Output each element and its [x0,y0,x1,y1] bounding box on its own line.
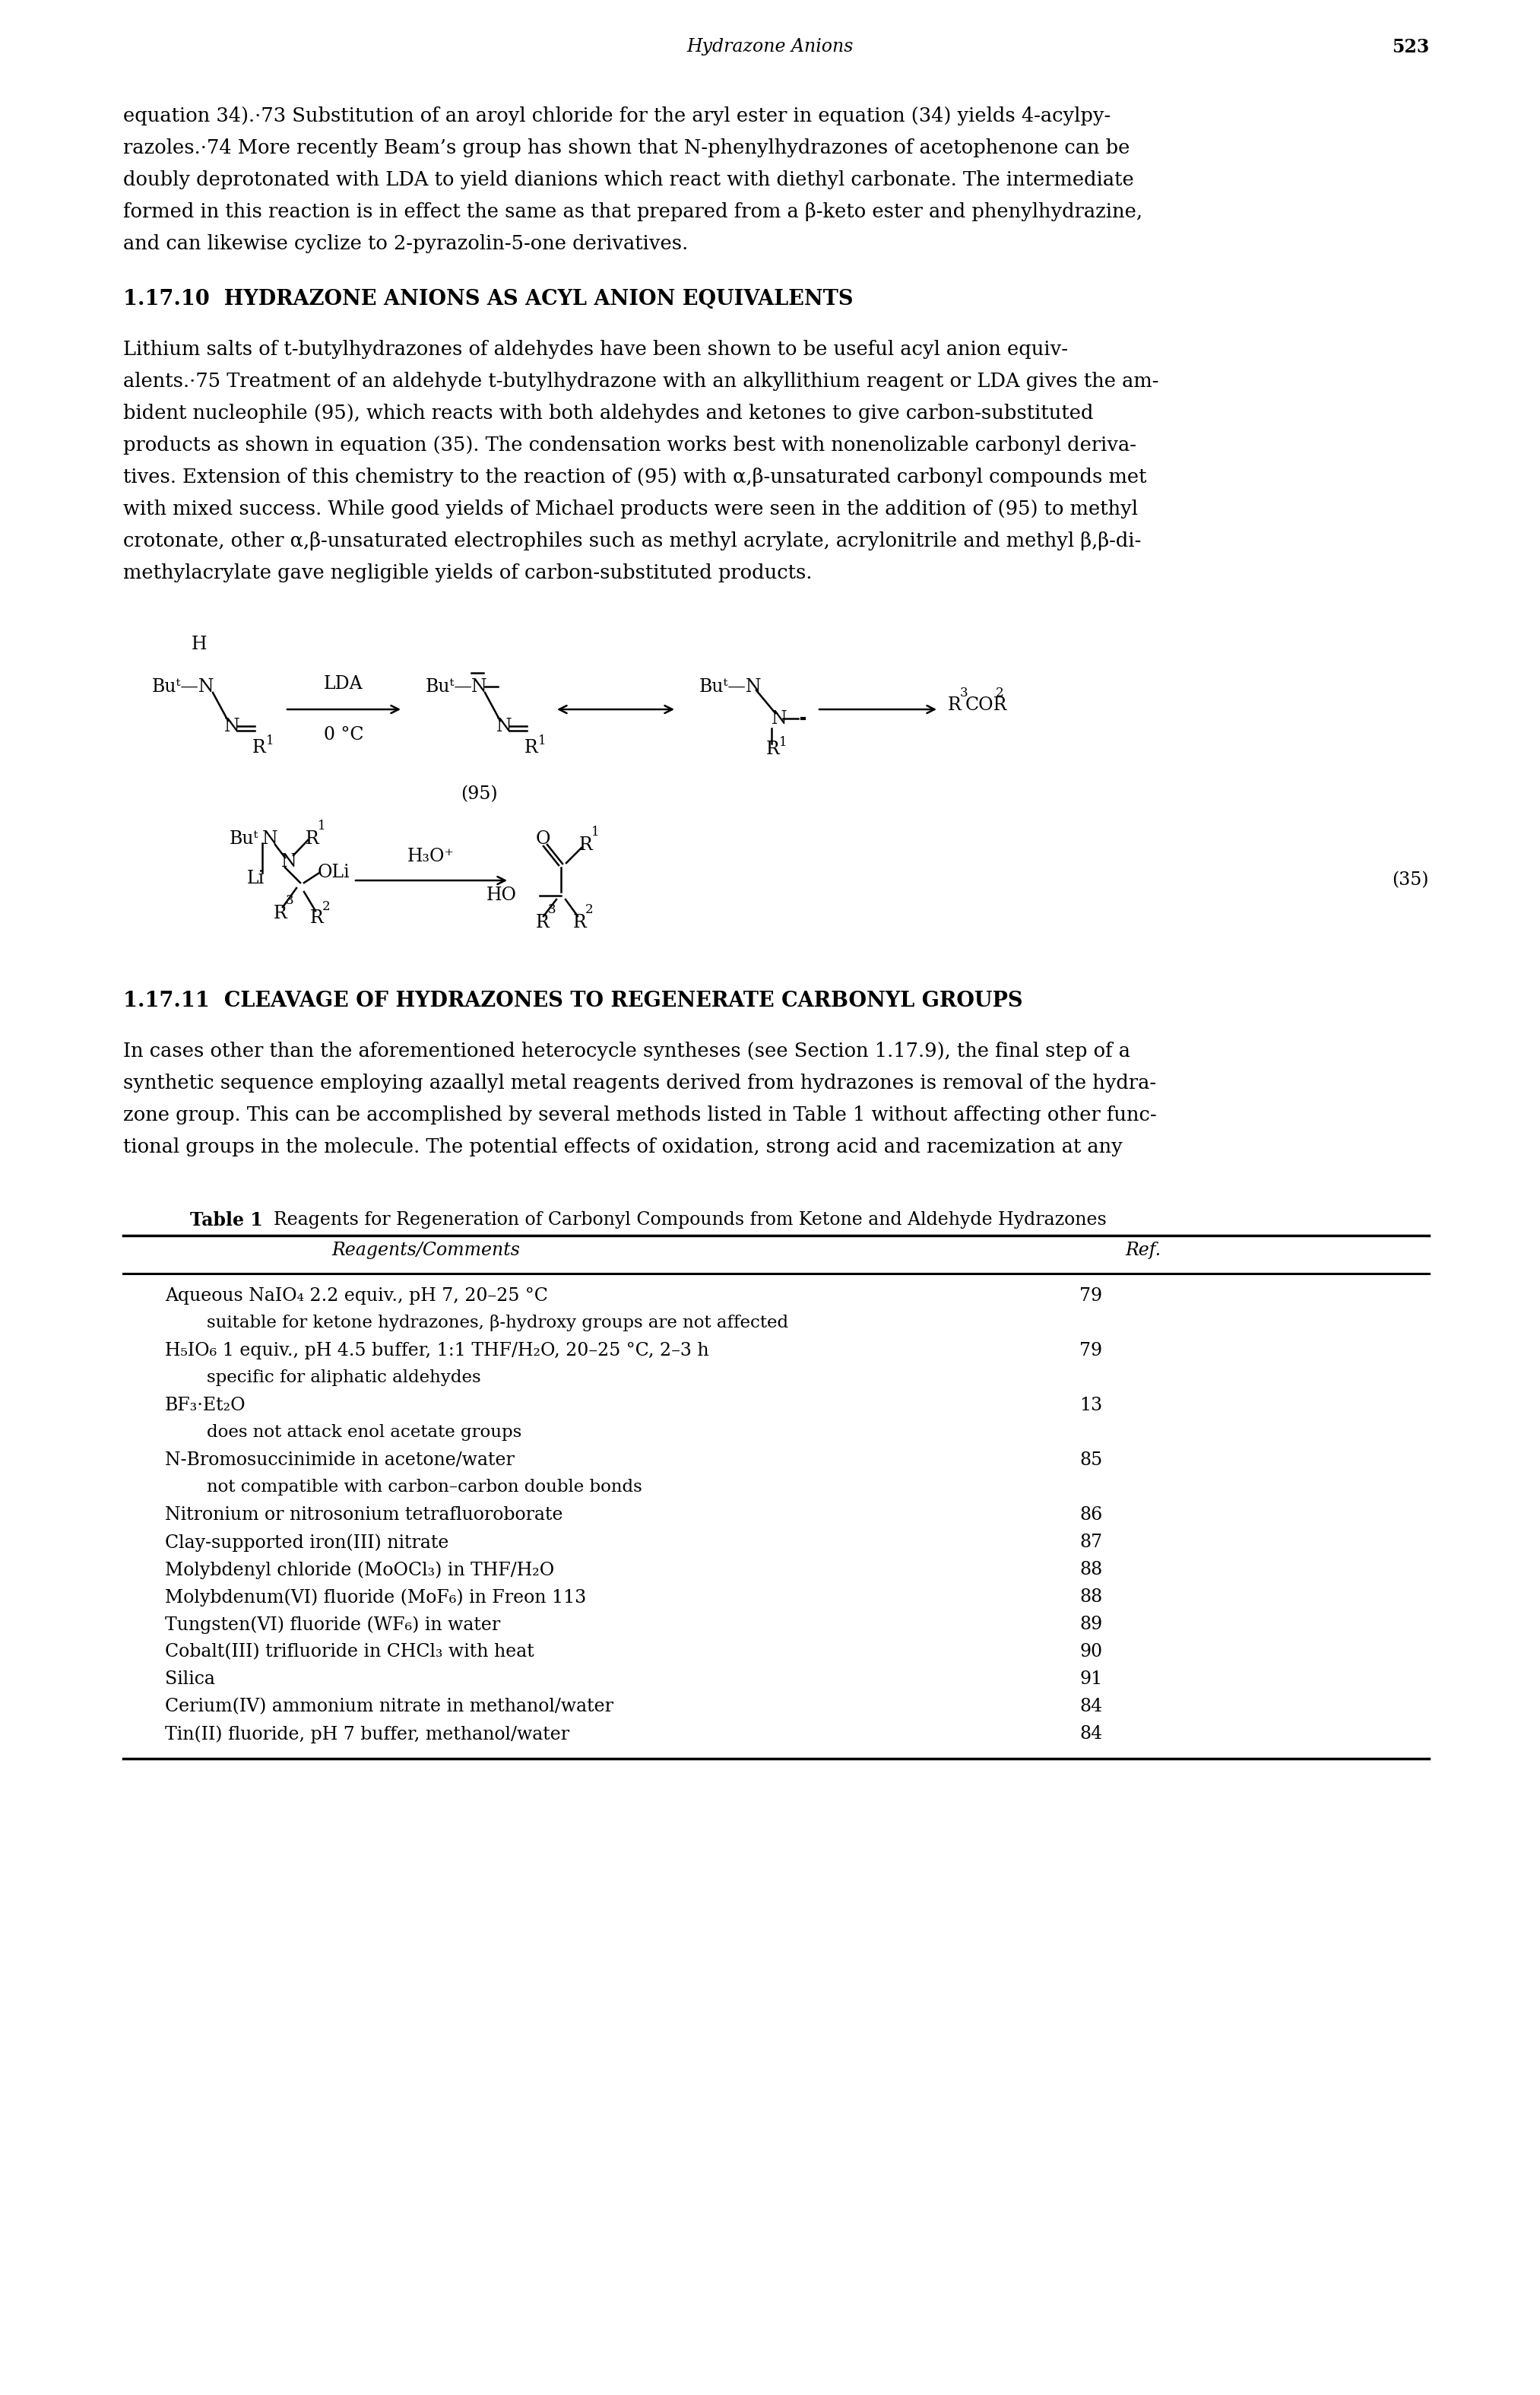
Text: 1: 1 [317,819,326,833]
Text: tional groups in the molecule. The potential effects of oxidation, strong acid a: tional groups in the molecule. The poten… [123,1138,1123,1157]
Text: Tin(II) fluoride, pH 7 buffer, methanol/water: Tin(II) fluoride, pH 7 buffer, methanol/… [165,1724,570,1744]
Text: Reagents/Comments: Reagents/Comments [331,1241,521,1260]
Text: 90: 90 [1080,1643,1103,1660]
Text: R: R [305,831,319,848]
Text: 2: 2 [996,687,1004,699]
Text: 2: 2 [322,901,331,912]
Text: HO: HO [487,886,517,905]
Text: 79: 79 [1080,1286,1103,1305]
Text: COR: COR [966,697,1007,714]
Text: doubly deprotonated with LDA to yield dianions which react with diethyl carbonat: doubly deprotonated with LDA to yield di… [123,170,1133,189]
Text: Buᵗ—N: Buᵗ—N [152,678,214,695]
Text: N: N [496,718,511,735]
Text: formed in this reaction is in effect the same as that prepared from a β-keto est: formed in this reaction is in effect the… [123,201,1143,220]
Text: 84: 84 [1080,1698,1103,1715]
Text: 1.17.11  CLEAVAGE OF HYDRAZONES TO REGENERATE CARBONYL GROUPS: 1.17.11 CLEAVAGE OF HYDRAZONES TO REGENE… [123,992,1023,1011]
Text: Cobalt(III) trifluoride in CHCl₃ with heat: Cobalt(III) trifluoride in CHCl₃ with he… [165,1643,534,1660]
Text: not compatible with carbon–carbon double bonds: not compatible with carbon–carbon double… [206,1478,642,1494]
Text: Reagents for Regeneration of Carbonyl Compounds from Ketone and Aldehyde Hydrazo: Reagents for Regeneration of Carbonyl Co… [262,1212,1107,1229]
Text: R: R [310,910,323,927]
Text: specific for aliphatic aldehydes: specific for aliphatic aldehydes [206,1370,480,1387]
Text: 84: 84 [1080,1724,1103,1744]
Text: Nitronium or nitrosonium tetrafluoroborate: Nitronium or nitrosonium tetrafluorobora… [165,1506,562,1523]
Text: methylacrylate gave negligible yields of carbon-substituted products.: methylacrylate gave negligible yields of… [123,563,812,582]
Text: 88: 88 [1080,1562,1103,1578]
Text: 1: 1 [779,735,787,750]
Text: 3: 3 [959,687,969,699]
Text: 1.17.10  HYDRAZONE ANIONS AS ACYL ANION EQUIVALENTS: 1.17.10 HYDRAZONE ANIONS AS ACYL ANION E… [123,290,853,309]
Text: 1: 1 [537,735,547,747]
Text: Table 1: Table 1 [189,1212,263,1229]
Text: Ref.: Ref. [1126,1241,1161,1260]
Text: R: R [947,697,961,714]
Text: R: R [253,738,266,757]
Text: 1: 1 [591,826,599,838]
Text: H: H [191,637,208,654]
Text: Lithium salts of t-butylhydrazones of aldehydes have been shown to be useful acy: Lithium salts of t-butylhydrazones of al… [123,340,1067,359]
Text: suitable for ketone hydrazones, β-hydroxy groups are not affected: suitable for ketone hydrazones, β-hydrox… [206,1315,788,1332]
Text: 91: 91 [1080,1669,1103,1688]
Text: and can likewise cyclize to 2-pyrazolin-5-one derivatives.: and can likewise cyclize to 2-pyrazolin-… [123,235,688,254]
Text: Buᵗ—: Buᵗ— [425,678,473,695]
Text: Clay-supported iron(III) nitrate: Clay-supported iron(III) nitrate [165,1533,448,1552]
Text: Aqueous NaIO₄ 2.2 equiv., pH 7, 20–25 °C: Aqueous NaIO₄ 2.2 equiv., pH 7, 20–25 °C [165,1286,548,1305]
Text: tives. Extension of this chemistry to the reaction of (95) with α,β-unsaturated : tives. Extension of this chemistry to th… [123,467,1147,486]
Text: H₃O⁺: H₃O⁺ [408,848,454,865]
Text: 2: 2 [585,903,593,917]
Text: Buᵗ—N: Buᵗ—N [699,678,762,695]
Text: Tungsten(VI) fluoride (WF₆) in water: Tungsten(VI) fluoride (WF₆) in water [165,1617,501,1633]
Text: 523: 523 [1392,38,1429,55]
Text: 3: 3 [548,903,556,917]
Text: 3: 3 [286,893,294,908]
Text: zone group. This can be accomplished by several methods listed in Table 1 withou: zone group. This can be accomplished by … [123,1106,1157,1126]
Text: equation 34).·73 Substitution of an aroyl chloride for the aryl ester in equatio: equation 34).·73 Substitution of an aroy… [123,105,1110,125]
Text: In cases other than the aforementioned heterocycle syntheses (see Section 1.17.9: In cases other than the aforementioned h… [123,1042,1130,1061]
Text: Cerium(IV) ammonium nitrate in methanol/water: Cerium(IV) ammonium nitrate in methanol/… [165,1698,613,1715]
Text: (35): (35) [1392,872,1429,889]
Text: 86: 86 [1080,1506,1103,1523]
Text: BF₃·Et₂O: BF₃·Et₂O [165,1396,246,1413]
Text: LDA: LDA [323,675,363,692]
Text: 13: 13 [1080,1396,1103,1413]
Text: R: R [579,836,593,853]
Text: alents.·75 Treatment of an aldehyde t-butylhydrazone with an alkyllithium reagen: alents.·75 Treatment of an aldehyde t-bu… [123,371,1158,390]
Text: 85: 85 [1080,1451,1103,1468]
Text: Li: Li [246,869,265,886]
Text: 1: 1 [266,735,274,747]
Text: R: R [536,912,550,932]
Text: R: R [525,738,537,757]
Text: 89: 89 [1080,1617,1103,1633]
Text: bident nucleophile (95), which reacts with both aldehydes and ketones to give ca: bident nucleophile (95), which reacts wi… [123,405,1093,424]
Text: with mixed success. While good yields of Michael products were seen in the addit: with mixed success. While good yields of… [123,501,1138,520]
Text: N: N [225,718,240,735]
Text: Molybdenyl chloride (MoOCl₃) in THF/H₂O: Molybdenyl chloride (MoOCl₃) in THF/H₂O [165,1562,554,1578]
Text: O: O [536,831,551,848]
Text: N-Bromosuccinimide in acetone/water: N-Bromosuccinimide in acetone/water [165,1451,514,1468]
Text: R: R [573,912,587,932]
Text: products as shown in equation (35). The condensation works best with nonenolizab: products as shown in equation (35). The … [123,436,1137,455]
Text: N: N [282,853,297,869]
Text: H₅IO₆ 1 equiv., pH 4.5 buffer, 1:1 THF/H₂O, 20–25 °C, 2–3 h: H₅IO₆ 1 equiv., pH 4.5 buffer, 1:1 THF/H… [165,1341,708,1360]
Text: synthetic sequence employing azaallyl metal reagents derived from hydrazones is : synthetic sequence employing azaallyl me… [123,1073,1157,1092]
Text: razoles.·74 More recently Beam’s group has shown that N-phenylhydrazones of acet: razoles.·74 More recently Beam’s group h… [123,139,1130,158]
Text: Hydrazone Anions: Hydrazone Anions [687,38,853,55]
Text: N: N [262,831,277,848]
Text: R: R [274,905,286,922]
Text: 79: 79 [1080,1341,1103,1360]
Text: (95): (95) [460,786,497,802]
Text: N: N [471,678,487,695]
Text: 0 °C: 0 °C [323,726,363,742]
Text: Silica: Silica [165,1669,216,1688]
Text: 87: 87 [1080,1533,1103,1552]
Text: R: R [767,740,779,757]
Text: does not attack enol acetate groups: does not attack enol acetate groups [206,1425,522,1442]
Text: OLi: OLi [317,862,350,881]
Text: N: N [772,709,787,728]
Text: crotonate, other α,β-unsaturated electrophiles such as methyl acrylate, acryloni: crotonate, other α,β-unsaturated electro… [123,532,1141,551]
Text: Molybdenum(VI) fluoride (MoF₆) in Freon 113: Molybdenum(VI) fluoride (MoF₆) in Freon … [165,1588,587,1607]
Text: Buᵗ: Buᵗ [229,831,259,848]
Text: 88: 88 [1080,1588,1103,1605]
